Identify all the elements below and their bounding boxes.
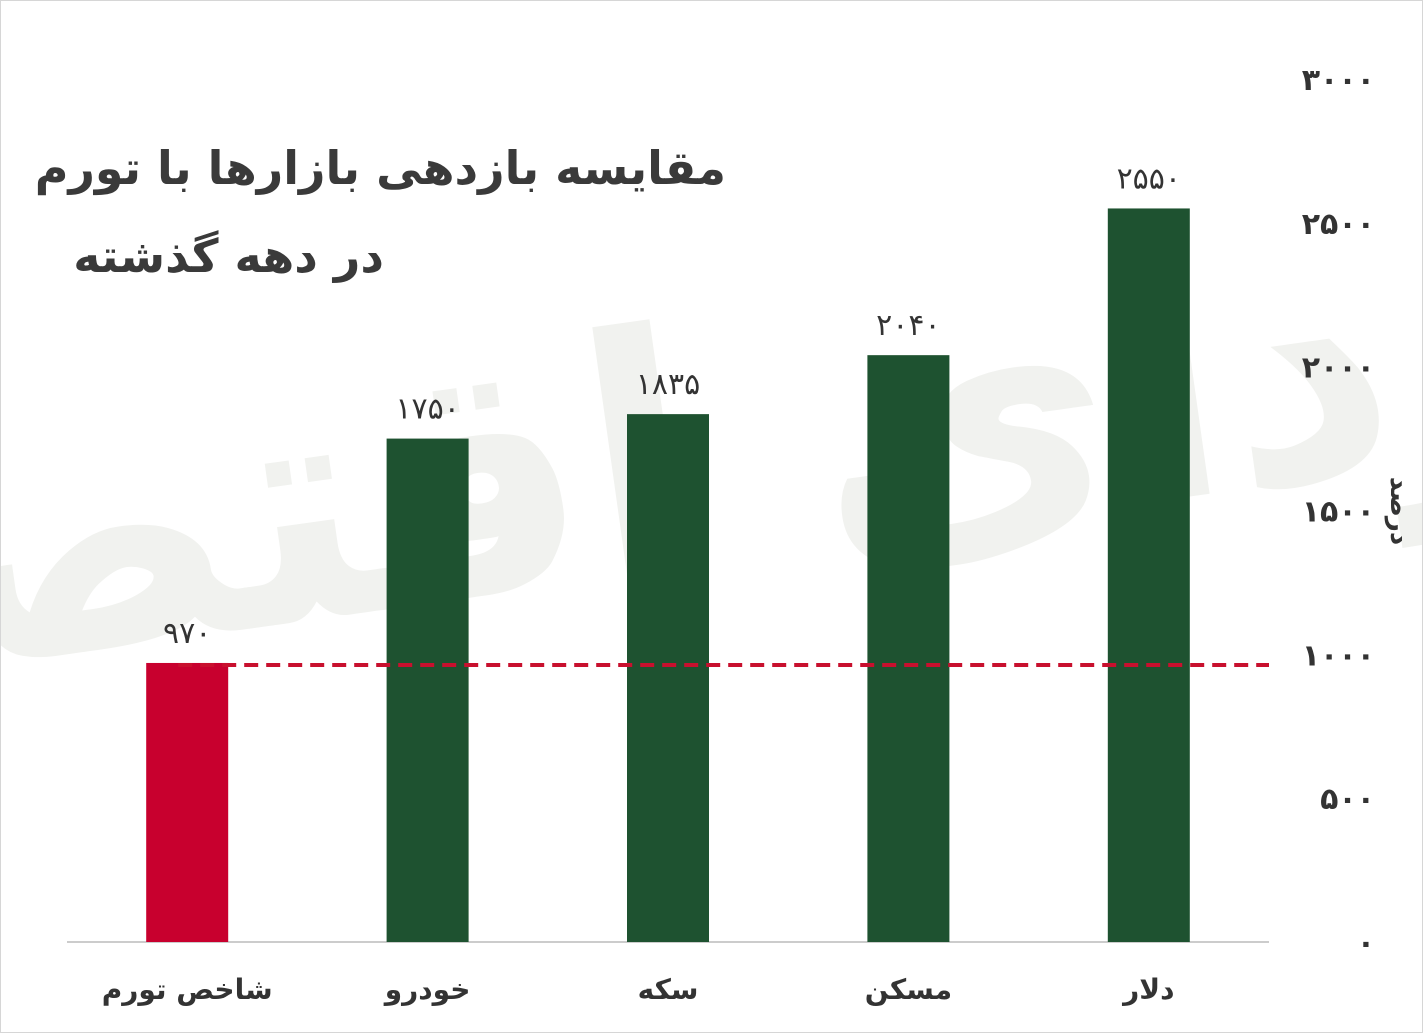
value-labels-group: ۹۷۰ ۱۷۵۰ ۱۸۳۵ ۲۰۴۰ ۲۵۵۰ — [163, 161, 1181, 651]
bar-0 — [146, 662, 229, 942]
category-label-4: دلار — [1121, 973, 1174, 1006]
bar-4 — [1107, 208, 1190, 942]
value-label-0: ۹۷۰ — [163, 616, 211, 651]
bar-2 — [627, 414, 709, 942]
y-axis-ticks-group: ۰ ۵۰۰ ۱۰۰۰ ۱۵۰۰ ۲۰۰۰ ۲۵۰۰ ۳۰۰۰ — [1302, 63, 1375, 961]
y-tick-label-1: ۵۰۰ — [1320, 782, 1375, 817]
bars-group — [146, 208, 1190, 942]
value-label-4: ۲۵۵۰ — [1117, 161, 1181, 196]
y-tick-label-2: ۱۰۰۰ — [1302, 638, 1375, 673]
chart-title-line-2: در دهه گذشته — [73, 229, 384, 283]
category-labels-group: شاخص تورم خودرو سکه مسکن دلار — [102, 973, 1175, 1006]
chart-title-line-1: مقایسه بازدهی بازارها با تورم — [34, 141, 726, 195]
y-tick-label-5: ۲۵۰۰ — [1302, 207, 1375, 242]
y-tick-label-4: ۲۰۰۰ — [1302, 351, 1375, 386]
y-tick-label-3: ۱۵۰۰ — [1302, 495, 1375, 530]
y-axis-title: درصد — [1384, 477, 1414, 545]
category-label-1: خودرو — [383, 973, 471, 1006]
bar-3 — [867, 355, 950, 942]
value-label-3: ۲۰۴۰ — [876, 308, 940, 343]
y-tick-label-0: ۰ — [1357, 926, 1375, 961]
value-label-2: ۱۸۳۵ — [636, 367, 700, 402]
bar-1 — [386, 438, 469, 942]
category-label-2: سکه — [638, 973, 699, 1006]
category-label-3: مسکن — [865, 973, 952, 1006]
category-label-0: شاخص تورم — [102, 973, 273, 1006]
y-tick-label-6: ۳۰۰۰ — [1302, 63, 1375, 98]
value-label-1: ۱۷۵۰ — [395, 392, 459, 427]
